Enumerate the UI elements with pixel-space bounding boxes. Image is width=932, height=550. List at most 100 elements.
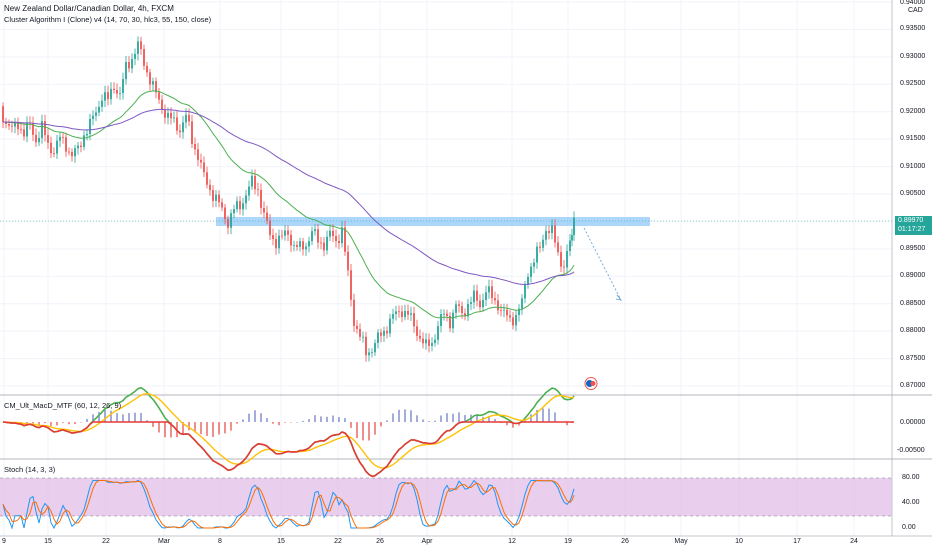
candle-body (167, 112, 169, 118)
candle-body (545, 230, 547, 240)
macd-histogram-bar (194, 422, 196, 433)
economic-event-icon[interactable] (583, 377, 599, 390)
stoch-pane[interactable] (0, 477, 892, 530)
price-pane[interactable] (0, 36, 892, 362)
macd-histogram-bar (338, 417, 340, 422)
candle-body (488, 286, 490, 293)
macd-histogram-bar (296, 421, 298, 423)
stoch-axis-label-0: 0.00 (902, 524, 916, 531)
macd-pane[interactable] (2, 386, 575, 478)
candle-body (470, 302, 472, 304)
time-axis-label: Apr (421, 538, 433, 545)
candle-body (563, 266, 565, 268)
candle-body (365, 336, 367, 356)
candle-body (101, 100, 103, 107)
time-axis-label: May (674, 538, 688, 545)
candle-body (191, 121, 193, 145)
candle-body (413, 313, 415, 327)
macd-histogram-bar (164, 422, 166, 438)
candle-body (476, 290, 478, 301)
currency-label: CAD (908, 7, 923, 14)
candle-body (113, 88, 115, 90)
horizontal-gridlines (0, 1, 892, 387)
macd-title[interactable]: CM_Ult_MacD_MTF (60, 12, 26, 9) (4, 401, 122, 410)
candle-body (41, 121, 43, 139)
candle-body (263, 208, 265, 213)
candle-body (571, 235, 573, 241)
macd-histogram-bar (554, 412, 556, 422)
candle-body (494, 298, 496, 301)
macd-histogram-bar (392, 413, 394, 422)
candle-body (323, 242, 325, 251)
candle-body (206, 172, 208, 185)
candle-body (71, 151, 73, 157)
candle-body (293, 245, 295, 246)
candle-body (503, 309, 505, 311)
candle-body (422, 338, 424, 344)
candle-body (14, 123, 16, 127)
candle-body (140, 41, 142, 50)
macd-histogram-bar (230, 422, 232, 431)
candle-body (125, 62, 127, 80)
price-axis-label: 0.93500 (900, 25, 926, 33)
macd-histogram-bar (410, 410, 412, 422)
stoch-title[interactable]: Stoch (14, 3, 3) (4, 465, 56, 474)
indicator-title[interactable]: Cluster Algorithm I (Clone) v4 (14, 70, … (4, 15, 212, 24)
macd-axis-label-neg: -0.00500 (897, 447, 925, 454)
macd-histogram-bar (350, 422, 352, 428)
candle-body (314, 229, 316, 232)
candle-body (299, 241, 301, 247)
macd-histogram-bar (266, 418, 268, 422)
macd-histogram-bar (404, 409, 406, 422)
candle-body (254, 175, 256, 190)
candle-body (353, 299, 355, 326)
candle-body (152, 81, 154, 85)
macd-histogram-bar (512, 422, 514, 428)
candle-body (251, 175, 253, 187)
countdown-timer: 01:17:27 (898, 226, 926, 233)
candle-body (359, 328, 361, 337)
macd-histogram-bar (146, 420, 148, 422)
candle-body (266, 212, 268, 221)
candle-body (302, 241, 304, 250)
macd-histogram-bar (356, 422, 358, 439)
candle-body (149, 72, 151, 85)
candle-body (392, 314, 394, 319)
candle-body (491, 286, 493, 299)
candle-body (548, 230, 550, 233)
current-price-badge: 0.89970 01:17:27 (895, 216, 932, 235)
macd-histogram-bar (98, 412, 100, 422)
candle-body (128, 62, 130, 69)
candle-body (455, 304, 457, 313)
time-axis-label: 15 (277, 538, 285, 545)
candle-body (239, 201, 241, 210)
candle-body (440, 314, 442, 327)
candle-body (386, 330, 388, 334)
candle-body (260, 189, 262, 209)
stoch-axis-label-80: 80.00 (902, 474, 920, 481)
macd-histogram-bar (116, 413, 118, 422)
projection-arrow[interactable] (583, 227, 622, 301)
candle-body (551, 225, 553, 233)
symbol-title[interactable]: New Zealand Dollar/Canadian Dollar, 4h, … (4, 4, 174, 13)
candle-body (248, 186, 250, 196)
resistance-zone[interactable] (216, 217, 650, 226)
macd-histogram-bar (254, 410, 256, 422)
macd-histogram-bar (200, 422, 202, 435)
candle-body (527, 276, 529, 285)
candle-body (35, 134, 37, 143)
macd-histogram-bar (314, 415, 316, 422)
candle-body (407, 310, 409, 315)
candle-body (473, 290, 475, 303)
macd-histogram-bar (506, 422, 508, 426)
candle-body (89, 118, 91, 134)
macd-histogram-bar (68, 422, 70, 425)
candle-body (107, 92, 109, 100)
candle-body (122, 79, 124, 94)
macd-histogram-bar (422, 419, 424, 422)
macd-histogram-bar (374, 422, 376, 435)
candle-body (569, 240, 571, 252)
candle-body (416, 326, 418, 336)
candle-body (479, 300, 481, 308)
